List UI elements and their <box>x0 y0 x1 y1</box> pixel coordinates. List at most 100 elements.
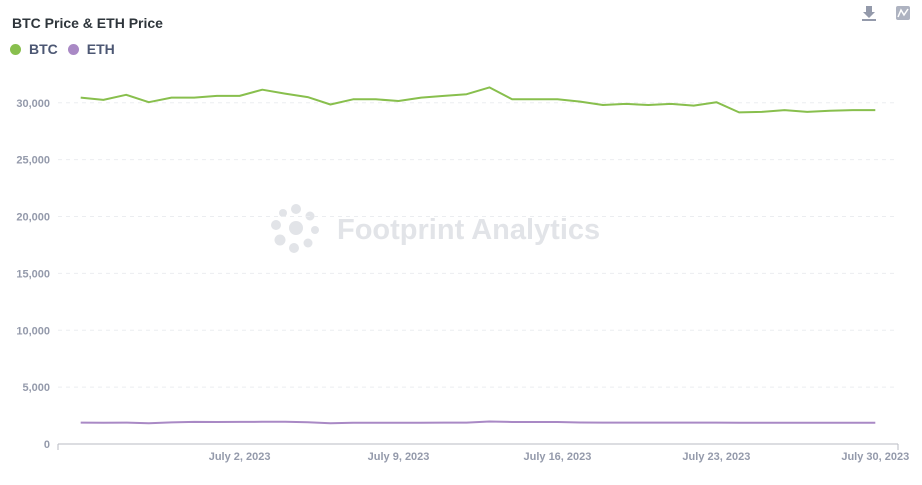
data-point[interactable] <box>850 420 856 426</box>
chart-settings-icon[interactable] <box>894 4 912 22</box>
data-point[interactable] <box>214 93 220 99</box>
legend-item-btc[interactable]: BTC <box>10 41 58 57</box>
legend-dot-btc <box>10 43 21 55</box>
x-tick-label: July 30, 2023 <box>841 451 909 463</box>
y-tick-label: 15,000 <box>16 268 50 280</box>
watermark: Footprint Analytics <box>271 204 600 253</box>
data-point[interactable] <box>237 93 243 99</box>
data-point[interactable] <box>282 419 288 425</box>
data-point[interactable] <box>441 93 447 99</box>
data-point[interactable] <box>327 102 333 108</box>
data-point[interactable] <box>759 109 765 115</box>
chart-title: BTC Price & ETH Price <box>12 15 163 31</box>
data-point[interactable] <box>872 107 878 113</box>
data-point[interactable] <box>169 95 175 101</box>
data-point[interactable] <box>486 419 492 425</box>
data-point[interactable] <box>418 420 424 426</box>
x-tick-label: July 9, 2023 <box>368 451 430 463</box>
data-point[interactable] <box>691 103 697 109</box>
data-point[interactable] <box>532 96 538 102</box>
legend-dot-eth <box>67 43 79 55</box>
data-point[interactable] <box>350 96 356 102</box>
footprint-logo-icon <box>271 204 319 253</box>
data-point[interactable] <box>623 101 629 107</box>
series-line-btc[interactable] <box>80 86 876 114</box>
chart-legend: BTC ETH <box>10 41 125 57</box>
chart-toolbar <box>860 4 912 22</box>
data-point[interactable] <box>169 419 175 425</box>
data-point[interactable] <box>464 91 470 97</box>
data-point[interactable] <box>464 420 470 426</box>
data-point[interactable] <box>78 95 84 101</box>
grid-lines <box>58 102 898 388</box>
data-point[interactable] <box>396 98 402 104</box>
data-point[interactable] <box>782 420 788 426</box>
data-point[interactable] <box>418 95 424 101</box>
data-point[interactable] <box>600 102 606 108</box>
data-point[interactable] <box>827 108 833 114</box>
y-axis: 0 5,000 10,000 15,000 20,000 25,000 30,000 <box>16 98 50 451</box>
series-lines <box>78 84 879 426</box>
y-tick-label: 20,000 <box>16 212 50 224</box>
data-point[interactable] <box>509 419 515 425</box>
data-point[interactable] <box>146 420 152 426</box>
data-point[interactable] <box>713 99 719 105</box>
data-point[interactable] <box>123 92 129 98</box>
data-point[interactable] <box>759 420 765 426</box>
data-point[interactable] <box>782 107 788 113</box>
y-tick-label: 10,000 <box>16 325 50 337</box>
data-point[interactable] <box>850 107 856 113</box>
data-point[interactable] <box>237 419 243 425</box>
data-point[interactable] <box>691 420 697 426</box>
data-point[interactable] <box>373 420 379 426</box>
data-point[interactable] <box>146 99 152 105</box>
data-point[interactable] <box>259 87 265 93</box>
download-icon[interactable] <box>860 4 878 22</box>
data-point[interactable] <box>668 101 674 107</box>
data-point[interactable] <box>577 99 583 105</box>
data-point[interactable] <box>123 420 129 426</box>
series-line-eth[interactable] <box>80 420 876 425</box>
data-point[interactable] <box>78 420 84 426</box>
y-tick-label: 30,000 <box>16 98 50 110</box>
x-tick-label: July 23, 2023 <box>682 451 750 463</box>
data-point[interactable] <box>396 420 402 426</box>
data-point[interactable] <box>100 420 106 426</box>
data-point[interactable] <box>827 420 833 426</box>
data-point[interactable] <box>509 96 515 102</box>
data-point[interactable] <box>305 94 311 100</box>
data-point[interactable] <box>327 420 333 426</box>
data-point[interactable] <box>532 419 538 425</box>
data-point[interactable] <box>623 420 629 426</box>
data-point[interactable] <box>600 420 606 426</box>
data-point[interactable] <box>350 420 356 426</box>
data-point[interactable] <box>555 96 561 102</box>
x-axis: July 2, 2023 July 9, 2023 July 16, 2023 Jul… <box>57 443 909 463</box>
data-point[interactable] <box>577 420 583 426</box>
data-point[interactable] <box>804 420 810 426</box>
series-points-btc <box>78 84 879 115</box>
legend-item-eth[interactable]: ETH <box>67 41 115 57</box>
data-point[interactable] <box>736 420 742 426</box>
x-tick-label: July 2, 2023 <box>209 451 271 463</box>
data-point[interactable] <box>736 109 742 115</box>
data-point[interactable] <box>214 419 220 425</box>
data-point[interactable] <box>486 84 492 90</box>
data-point[interactable] <box>713 420 719 426</box>
data-point[interactable] <box>191 419 197 425</box>
data-point[interactable] <box>100 97 106 103</box>
y-tick-label: 0 <box>44 439 50 451</box>
data-point[interactable] <box>804 109 810 115</box>
data-point[interactable] <box>645 102 651 108</box>
data-point[interactable] <box>282 91 288 97</box>
data-point[interactable] <box>872 420 878 426</box>
data-point[interactable] <box>441 420 447 426</box>
data-point[interactable] <box>373 96 379 102</box>
data-point[interactable] <box>305 419 311 425</box>
data-point[interactable] <box>191 95 197 101</box>
legend-label-btc: BTC <box>29 41 58 57</box>
data-point[interactable] <box>555 419 561 425</box>
data-point[interactable] <box>668 420 674 426</box>
data-point[interactable] <box>645 420 651 426</box>
data-point[interactable] <box>259 419 265 425</box>
